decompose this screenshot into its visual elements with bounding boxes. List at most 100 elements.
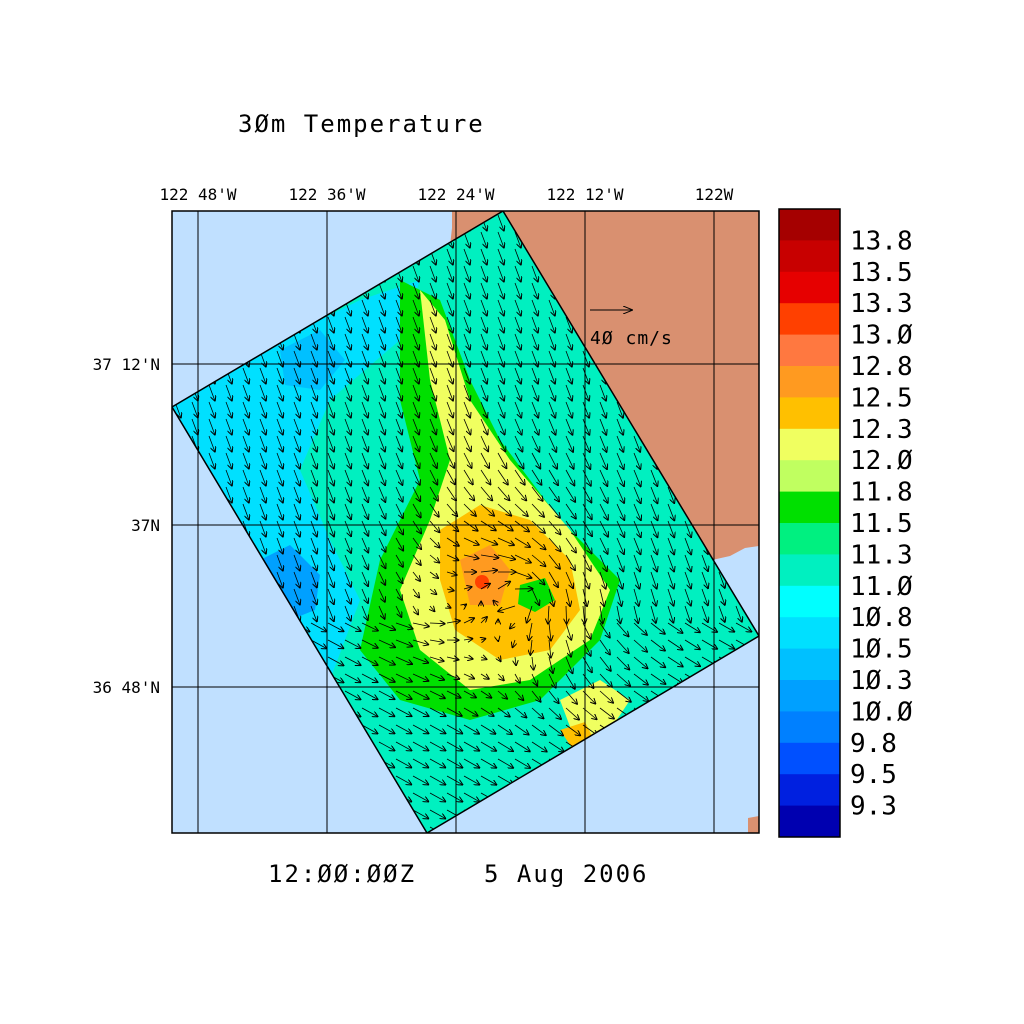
current-vector (548, 690, 559, 704)
current-vector (514, 367, 521, 384)
current-vector (718, 588, 725, 605)
current-vector (378, 588, 385, 602)
current-vector (548, 367, 555, 384)
current-vector (225, 384, 232, 401)
current-vector (378, 316, 385, 333)
lat-label: 37N (131, 516, 160, 535)
current-vector (378, 435, 385, 452)
current-vector (344, 435, 351, 452)
current-vector (565, 622, 571, 640)
current-vector (718, 605, 725, 622)
current-vector (464, 604, 467, 606)
current-vector (344, 639, 361, 648)
current-vector (293, 435, 300, 452)
current-vector (361, 503, 368, 519)
current-vector (293, 486, 300, 503)
current-vector (412, 299, 419, 316)
current-vector (378, 571, 385, 585)
current-vector (582, 350, 589, 367)
current-vector (480, 265, 487, 282)
current-vector (276, 486, 283, 503)
current-vector (463, 673, 475, 679)
current-vector (497, 367, 504, 384)
current-vector (310, 588, 317, 605)
current-vector (395, 571, 403, 584)
current-vector (531, 452, 541, 469)
current-vector (344, 656, 361, 665)
colorbar-label: 12.5 (850, 383, 913, 413)
current-vector (344, 333, 351, 350)
current-vector (344, 384, 351, 401)
current-vector (429, 623, 445, 624)
current-vector (480, 333, 487, 350)
current-vector (531, 418, 539, 435)
current-vector (480, 384, 487, 401)
current-vector (616, 537, 624, 555)
current-vector (344, 486, 351, 503)
current-vector (514, 707, 527, 718)
current-vector (429, 265, 436, 282)
current-vector (378, 537, 386, 552)
current-vector (344, 554, 351, 570)
current-vector (327, 333, 334, 350)
current-vector (531, 486, 543, 501)
current-vector (514, 520, 529, 532)
current-vector (293, 350, 300, 367)
current-vector (429, 384, 436, 401)
lon-label: 122 48'W (159, 185, 236, 204)
current-vector (395, 537, 403, 551)
current-vector (599, 486, 608, 503)
current-vector (259, 503, 266, 520)
current-vector (361, 520, 368, 536)
colorbar-label: 9.3 (850, 792, 897, 822)
current-vector (565, 435, 573, 452)
current-vector (667, 503, 675, 521)
current-vector (429, 741, 446, 751)
current-vector (310, 622, 327, 632)
current-vector (480, 758, 497, 768)
current-vector (378, 554, 386, 569)
current-vector (293, 588, 300, 605)
current-vector (565, 418, 573, 435)
current-vector (327, 639, 344, 649)
current-vector (447, 606, 451, 608)
current-vector (617, 605, 621, 624)
current-vector (446, 792, 463, 802)
lon-label: 122 24'W (417, 185, 494, 204)
current-vector (344, 469, 351, 486)
current-vector (463, 452, 472, 468)
current-vector (565, 639, 571, 657)
current-vector (514, 418, 522, 435)
current-vector (429, 775, 446, 785)
current-vector (259, 452, 266, 469)
current-vector (276, 435, 283, 452)
current-vector (412, 367, 419, 384)
current-vector (480, 282, 487, 299)
current-vector (412, 282, 419, 299)
current-vector (395, 775, 412, 785)
current-vector (497, 537, 514, 545)
current-vector (412, 418, 419, 435)
current-vector (395, 639, 413, 647)
colorbar-label: 12.3 (850, 415, 913, 445)
current-vector (566, 605, 567, 624)
current-vector (480, 452, 489, 468)
current-vector (650, 656, 666, 668)
colorbar-swatch (779, 805, 840, 838)
current-vector (429, 724, 446, 734)
current-vector (412, 554, 421, 565)
current-vector (293, 333, 300, 350)
lat-label: 37 12'N (93, 355, 160, 374)
current-vector (242, 503, 249, 520)
current-vector (344, 520, 351, 537)
current-vector (548, 333, 555, 350)
current-vector (616, 673, 630, 686)
current-vector (378, 384, 385, 401)
current-vector (599, 554, 607, 572)
current-vector (225, 486, 232, 503)
current-vector (446, 520, 459, 532)
current-vector (412, 333, 419, 350)
current-vector (259, 520, 266, 537)
current-vector (497, 520, 513, 531)
current-vector (327, 622, 344, 632)
